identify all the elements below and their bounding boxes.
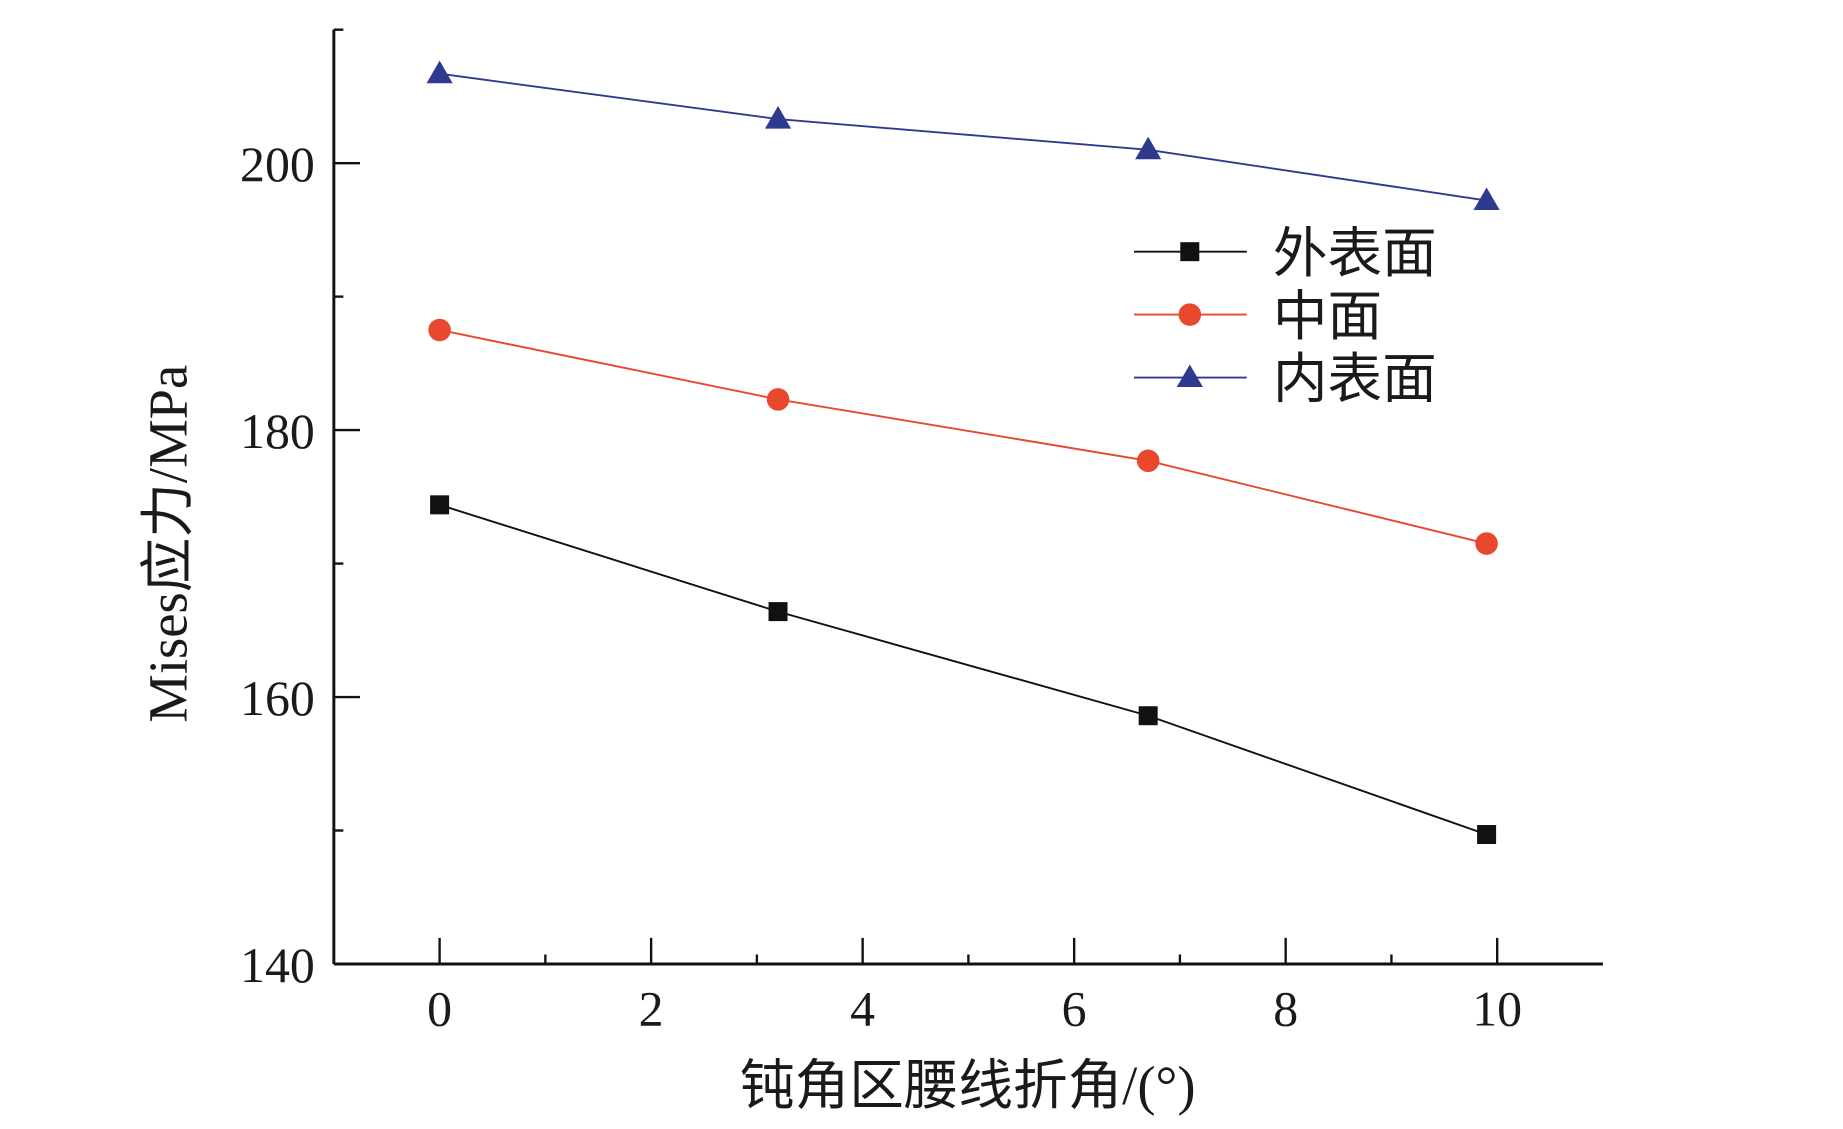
series-circle [428,318,1498,555]
y-axis-label: Mises应力/MPa [138,365,199,723]
x-tick-label: 10 [1472,982,1522,1037]
data-point-circle [1475,532,1498,555]
series-triangle [426,60,1500,211]
legend-item: 内表面 [1134,349,1437,410]
x-tick-label: 4 [850,982,875,1037]
y-tick-label: 180 [240,404,315,459]
series-group [426,60,1500,845]
legend-label: 外表面 [1273,223,1437,284]
axes: 0 2 4 6 8 10 140 160 180 200 [240,28,1603,1037]
data-point-triangle [764,106,792,129]
data-point-square [1138,706,1158,726]
data-point-triangle [1176,364,1203,388]
x-axis-label: 钝角区腰线折角/(°) [740,1055,1196,1116]
data-point-square [768,602,788,622]
legend-item: 中面 [1134,286,1382,347]
legend-item: 外表面 [1134,223,1437,284]
data-point-circle [1136,449,1160,473]
x-tick-label: 8 [1273,982,1298,1037]
data-point-square [1180,242,1200,262]
x-tick-label: 6 [1062,982,1087,1037]
y-tick-label: 160 [240,671,315,726]
series-square [430,495,1497,845]
data-point-square [1477,825,1497,845]
data-point-triangle [1135,136,1162,160]
x-tick-label: 0 [427,982,452,1037]
legend-label: 中面 [1273,286,1382,347]
data-point-circle [1178,303,1202,326]
series-line [439,503,1487,836]
data-point-square [430,495,450,515]
data-point-triangle [1473,187,1500,211]
x-tick-label: 2 [639,982,664,1037]
y-tick-label: 140 [240,938,315,993]
data-point-triangle [426,60,453,84]
series-line [439,329,1487,545]
y-tick-label: 200 [240,137,315,192]
series-line [439,72,1487,202]
data-point-circle [428,318,451,342]
data-point-circle [766,388,790,411]
legend-label: 内表面 [1273,349,1437,410]
